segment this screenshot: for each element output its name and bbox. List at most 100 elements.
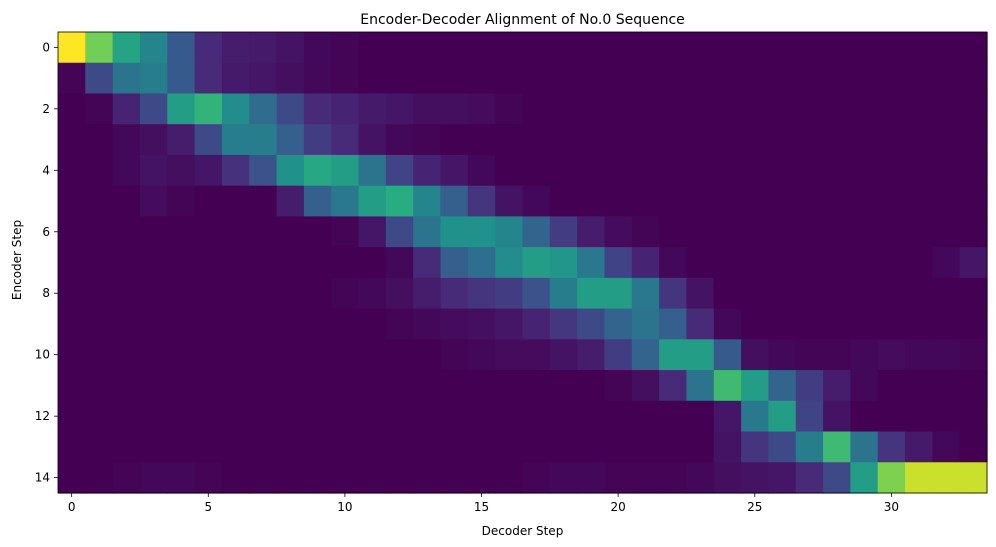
heatmap-cell [221, 308, 250, 340]
heatmap-cell [659, 93, 688, 125]
heatmap-cell [850, 93, 879, 125]
heatmap-cell [112, 277, 141, 310]
y-axis-label: Encoder Step [10, 220, 24, 300]
heatmap-cell [741, 370, 770, 402]
x-tick-label: 0 [68, 500, 76, 514]
heatmap-cell [467, 308, 496, 340]
heatmap-cell [276, 339, 305, 371]
heatmap-cell [768, 308, 797, 340]
heatmap-cell [959, 124, 988, 156]
heatmap-cell [221, 462, 250, 494]
y-tick-label: 0 [42, 40, 50, 54]
heatmap-cell [713, 32, 742, 64]
heatmap-cell [276, 124, 305, 156]
heatmap-cell [659, 247, 688, 279]
heatmap-cell [741, 32, 770, 64]
heatmap-cell [249, 216, 278, 248]
heatmap-cell [385, 93, 414, 125]
heatmap-cell [850, 185, 879, 217]
heatmap-cell [604, 247, 633, 279]
heatmap-cell [112, 400, 141, 433]
heatmap-cell [932, 154, 961, 187]
heatmap-cell [741, 339, 770, 371]
heatmap-cell [440, 124, 469, 156]
heatmap-cell [768, 154, 797, 187]
heatmap-cell [795, 32, 824, 64]
heatmap-cell [549, 32, 578, 64]
heatmap-cell [631, 462, 660, 494]
heatmap-cell [167, 93, 196, 125]
heatmap-cell [331, 247, 360, 279]
heatmap-cell [331, 216, 360, 248]
heatmap-cell [713, 277, 742, 310]
heatmap-cell [249, 400, 278, 433]
heatmap-cell [850, 124, 879, 156]
heatmap-cell [795, 339, 824, 371]
heatmap-cell [795, 247, 824, 279]
heatmap-cell [495, 462, 524, 494]
heatmap-cell [112, 339, 141, 371]
heatmap-cell [495, 277, 524, 310]
heatmap-cell [604, 32, 633, 64]
heatmap-cell [167, 247, 196, 279]
heatmap-cell [959, 370, 988, 402]
heatmap-cell [823, 216, 851, 248]
heatmap-cell [249, 124, 278, 156]
heatmap-cell [577, 431, 606, 463]
heatmap-cell [358, 431, 387, 463]
heatmap-cell [58, 370, 86, 402]
heatmap-cell [58, 339, 86, 371]
heatmap-cell [905, 124, 933, 156]
heatmap-cell [167, 277, 196, 310]
heatmap-cell [112, 93, 141, 125]
heatmap-cell [713, 124, 742, 156]
heatmap-cell [823, 154, 851, 187]
heatmap-cell [850, 308, 879, 340]
heatmap-cell [495, 216, 524, 248]
heatmap-cell [221, 93, 250, 125]
heatmap-cell [713, 247, 742, 279]
y-tick-label: 8 [42, 286, 50, 300]
heatmap-cell [303, 32, 332, 64]
heatmap-cell [795, 370, 824, 402]
heatmap-cell [959, 216, 988, 248]
heatmap-cell [58, 462, 86, 494]
y-tick-label: 10 [35, 348, 50, 362]
heatmap-cell [139, 431, 168, 463]
heatmap-cell [604, 93, 633, 125]
heatmap-cell [577, 124, 606, 156]
plot-frame [57, 31, 988, 494]
heatmap-cell [741, 124, 770, 156]
heatmap-cell [303, 93, 332, 125]
heatmap-cell [959, 339, 988, 371]
heatmap-cell [713, 308, 742, 340]
heatmap-cell [905, 431, 933, 463]
heatmap-cell [686, 124, 715, 156]
heatmap-cell [413, 62, 442, 95]
heatmap-cell [495, 339, 524, 371]
heatmap-cell [877, 93, 906, 125]
heatmap-cell [495, 32, 524, 64]
heatmap-cell [850, 216, 879, 248]
heatmap-cell [850, 400, 879, 433]
heatmap-cell [358, 216, 387, 248]
heatmap-cell [631, 370, 660, 402]
heatmap-cell [823, 124, 851, 156]
heatmap-cell [112, 185, 141, 217]
heatmap-cell [495, 370, 524, 402]
heatmap-cell [713, 462, 742, 494]
heatmap-cell [768, 431, 797, 463]
heatmap-cell [167, 308, 196, 340]
heatmap-cell [331, 93, 360, 125]
heatmap-cell [112, 370, 141, 402]
heatmap-cell [932, 370, 961, 402]
heatmap-cell [932, 216, 961, 248]
heatmap-cell [823, 339, 851, 371]
heatmap-cell [823, 277, 851, 310]
heatmap-cell [795, 431, 824, 463]
heatmap-cell [467, 247, 496, 279]
heatmap-cell [795, 400, 824, 433]
heatmap-cell [959, 154, 988, 187]
heatmap-cell [85, 370, 114, 402]
heatmap-cell [850, 431, 879, 463]
